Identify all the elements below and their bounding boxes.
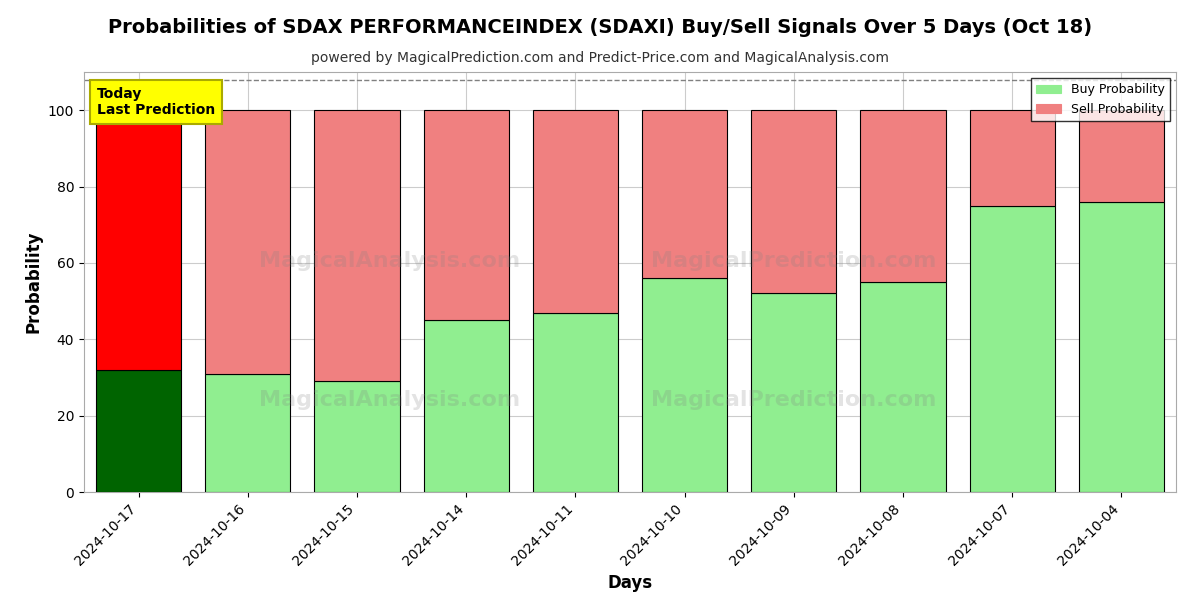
Bar	[751, 110, 836, 293]
Bar	[860, 110, 946, 282]
Bar	[970, 110, 1055, 206]
Text: Today
Last Prediction: Today Last Prediction	[97, 87, 215, 118]
Bar	[424, 320, 509, 492]
X-axis label: Days: Days	[607, 574, 653, 592]
Bar	[533, 313, 618, 492]
Bar	[533, 110, 618, 313]
Text: MagicalPrediction.com: MagicalPrediction.com	[652, 251, 936, 271]
Bar	[751, 293, 836, 492]
Legend: Buy Probability, Sell Probability: Buy Probability, Sell Probability	[1031, 78, 1170, 121]
Bar	[642, 278, 727, 492]
Bar	[970, 206, 1055, 492]
Y-axis label: Probability: Probability	[24, 231, 42, 333]
Bar	[1079, 110, 1164, 202]
Bar	[205, 110, 290, 374]
Bar	[96, 370, 181, 492]
Text: powered by MagicalPrediction.com and Predict-Price.com and MagicalAnalysis.com: powered by MagicalPrediction.com and Pre…	[311, 51, 889, 65]
Bar	[424, 110, 509, 320]
Bar	[1079, 202, 1164, 492]
Bar	[642, 110, 727, 278]
Text: MagicalAnalysis.com: MagicalAnalysis.com	[259, 251, 521, 271]
Bar	[860, 282, 946, 492]
Text: Probabilities of SDAX PERFORMANCEINDEX (SDAXI) Buy/Sell Signals Over 5 Days (Oct: Probabilities of SDAX PERFORMANCEINDEX (…	[108, 18, 1092, 37]
Bar	[314, 381, 400, 492]
Bar	[314, 110, 400, 381]
Bar	[205, 374, 290, 492]
Bar	[96, 110, 181, 370]
Text: MagicalPrediction.com: MagicalPrediction.com	[652, 389, 936, 410]
Text: MagicalAnalysis.com: MagicalAnalysis.com	[259, 389, 521, 410]
